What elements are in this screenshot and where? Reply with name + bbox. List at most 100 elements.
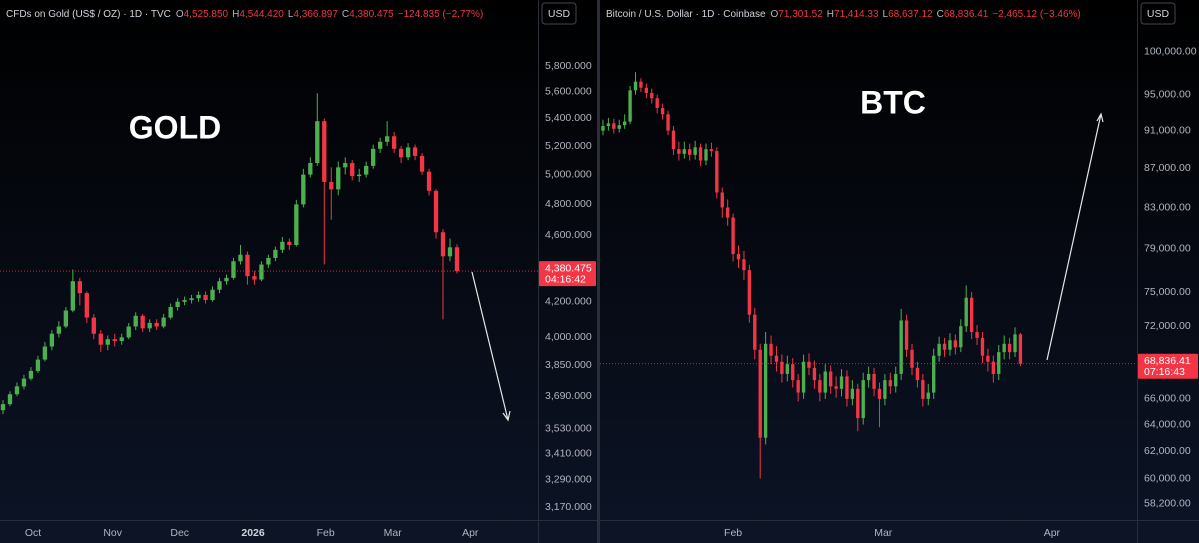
y-tick-label: 62,000.00 xyxy=(1144,445,1191,457)
candle-body xyxy=(850,388,855,399)
candle-body xyxy=(398,148,404,158)
candle-body xyxy=(709,149,714,152)
candle-body xyxy=(1013,334,1017,353)
candle-body xyxy=(948,340,952,350)
x-tick-label: Feb xyxy=(724,527,742,539)
candle-body xyxy=(7,394,13,405)
y-tick-label: 5,400.000 xyxy=(545,112,592,124)
candle-body xyxy=(693,147,697,155)
trend-arrow xyxy=(471,271,511,422)
candle-body xyxy=(405,147,411,158)
y-tick-label: 5,200.000 xyxy=(545,140,592,152)
candle-body xyxy=(796,380,800,393)
candle-body xyxy=(35,359,41,371)
candle-body xyxy=(1002,343,1006,353)
currency-label[interactable]: USD xyxy=(1147,8,1170,20)
candle-body xyxy=(769,343,773,356)
candle-body xyxy=(49,333,55,347)
x-tick-label: Apr xyxy=(1044,527,1061,539)
candle-body xyxy=(937,343,941,356)
ohlc-value: 4,544.420 xyxy=(239,9,284,20)
candle-body xyxy=(161,317,166,327)
y-tick-label: 3,850.000 xyxy=(545,359,592,371)
candle-body xyxy=(932,355,936,393)
candle-body xyxy=(910,349,914,368)
candle-body xyxy=(758,349,762,438)
x-tick-label: Oct xyxy=(25,527,41,539)
candle-body xyxy=(742,259,746,271)
ohlc-value: 4,525.850 xyxy=(184,9,229,20)
candle-body xyxy=(617,125,621,129)
candle-body xyxy=(856,388,860,419)
countdown-label: 07:16:43 xyxy=(1144,366,1185,378)
y-tick-label: 83,000.00 xyxy=(1144,201,1191,213)
candle-body xyxy=(336,167,341,190)
candle-body xyxy=(391,136,397,149)
candle-body xyxy=(818,380,822,393)
candle-body xyxy=(704,149,708,161)
candle-body xyxy=(660,108,665,115)
candle-body xyxy=(883,380,887,399)
ohlc-value: 68,836.41 xyxy=(944,9,989,20)
candle-body xyxy=(666,114,670,131)
candle-body xyxy=(210,289,215,301)
candle-body xyxy=(280,241,285,250)
ohlc-value: 4,380.475 xyxy=(349,9,394,20)
currency-label[interactable]: USD xyxy=(548,8,571,20)
y-tick-label: 75,000.00 xyxy=(1144,286,1191,298)
x-tick-label: Nov xyxy=(103,527,122,539)
y-tick-label: 3,530.000 xyxy=(545,422,592,434)
candle-body xyxy=(644,87,649,93)
candle-body xyxy=(21,378,27,387)
candle-body xyxy=(245,254,250,277)
candle-body xyxy=(433,190,439,233)
candle-body xyxy=(774,355,779,362)
candle-body xyxy=(315,121,320,164)
candle-body xyxy=(671,130,676,150)
y-tick-label: 3,170.000 xyxy=(545,501,592,513)
candle-body xyxy=(426,171,432,191)
ohlc-letter: H xyxy=(827,9,834,20)
candle-body xyxy=(224,277,229,282)
candle-body xyxy=(440,232,446,257)
y-tick-label: 66,000.00 xyxy=(1144,393,1191,405)
ohlc-letter: L xyxy=(288,9,294,20)
candle-body xyxy=(942,343,947,350)
candle-body xyxy=(628,90,632,122)
y-tick-label: 4,200.000 xyxy=(545,296,592,308)
candle-body xyxy=(601,126,605,131)
x-tick-label: Mar xyxy=(384,527,403,539)
candle-body xyxy=(894,373,898,387)
candle-body xyxy=(91,317,96,334)
y-tick-label: 5,000.000 xyxy=(545,168,592,180)
y-tick-label: 5,600.000 xyxy=(545,86,592,98)
candle-body xyxy=(953,340,958,348)
change-value: −124.835 (−2.77%) xyxy=(398,9,484,20)
candle-body xyxy=(888,380,893,387)
candle-body xyxy=(763,343,768,438)
y-tick-label: 4,800.000 xyxy=(545,198,592,210)
candle-body xyxy=(823,371,827,393)
candle-body xyxy=(419,155,425,172)
candle-body xyxy=(126,326,131,338)
candle-body xyxy=(839,376,844,389)
candle-body xyxy=(154,322,159,327)
candle-body xyxy=(308,163,313,175)
candle-body xyxy=(915,367,920,381)
currency-button xyxy=(541,2,577,25)
candle-body xyxy=(189,298,194,301)
candle-body xyxy=(182,300,187,302)
x-tick-label: Feb xyxy=(317,527,335,539)
candle-body xyxy=(140,315,145,329)
trend-arrow xyxy=(1046,112,1104,361)
candle-body xyxy=(301,174,306,205)
candle-body xyxy=(63,310,69,327)
y-tick-label: 100,000.00 xyxy=(1144,46,1197,58)
countdown-label: 04:16:42 xyxy=(545,273,586,285)
candle-body xyxy=(447,247,453,257)
candle-body xyxy=(650,92,654,99)
candle-body xyxy=(364,165,369,175)
candle-body xyxy=(791,364,795,381)
candle-body xyxy=(252,276,257,280)
